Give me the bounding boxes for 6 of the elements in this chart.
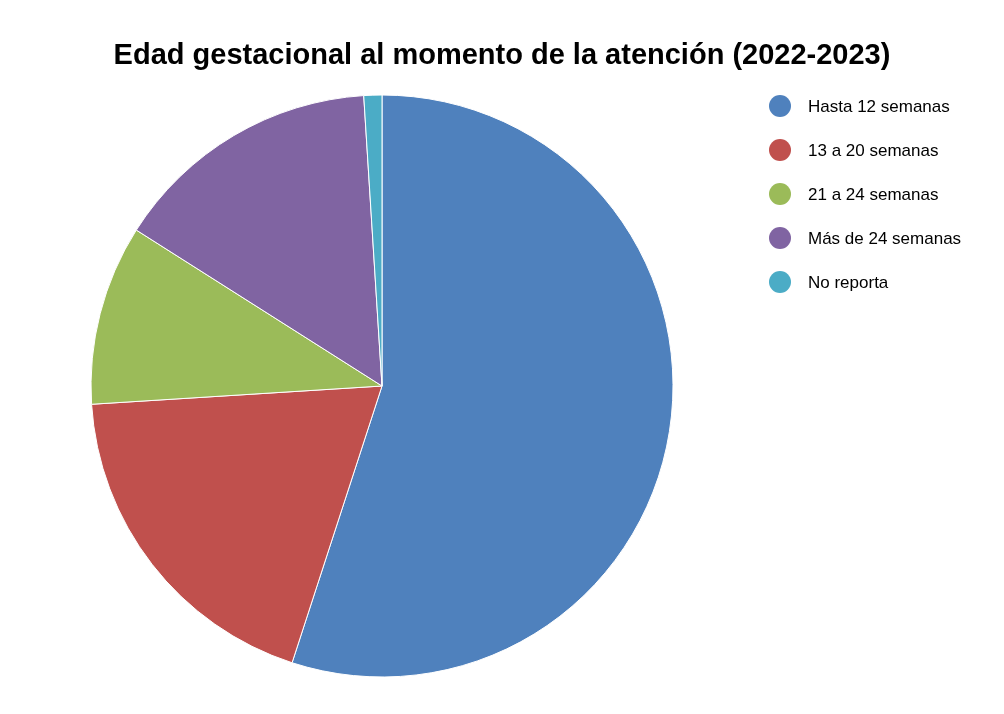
legend-label: 21 a 24 semanas: [808, 185, 939, 204]
legend-label: 13 a 20 semanas: [808, 141, 939, 160]
legend-label: No reporta: [808, 273, 889, 292]
chart-title: Edad gestacional al momento de la atención (2022-2023): [113, 38, 891, 70]
legend-label: Hasta 12 semanas: [808, 97, 950, 116]
legend-label: Más de 24 semanas: [808, 229, 962, 248]
